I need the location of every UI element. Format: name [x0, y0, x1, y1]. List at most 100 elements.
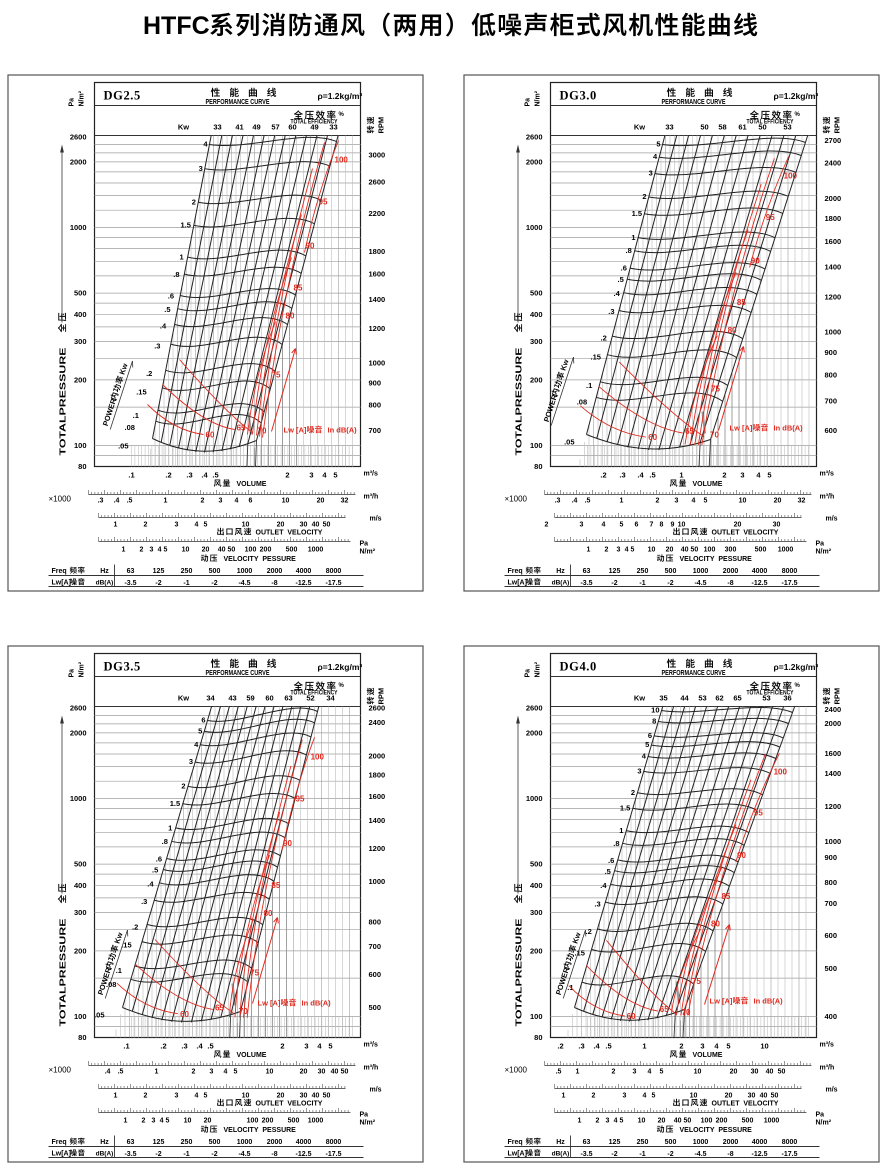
svg-text:%: %: [339, 112, 345, 118]
svg-text:-17.5: -17.5: [782, 1151, 798, 1158]
svg-text:500: 500: [665, 568, 677, 575]
svg-text:125: 125: [153, 1139, 165, 1146]
svg-text:41: 41: [235, 123, 243, 132]
svg-text:Kw: Kw: [559, 358, 571, 372]
svg-text:60: 60: [180, 1010, 189, 1019]
svg-text:2: 2: [140, 547, 144, 554]
svg-text:In dB(A): In dB(A): [774, 424, 804, 433]
svg-text:2: 2: [144, 522, 148, 529]
svg-text:.8: .8: [613, 839, 619, 848]
svg-text:1: 1: [562, 1093, 566, 1100]
svg-text:100: 100: [247, 1118, 259, 1125]
svg-text:.3: .3: [186, 471, 192, 480]
svg-text:.08: .08: [577, 398, 587, 407]
svg-text:2000: 2000: [723, 568, 739, 575]
svg-text:70: 70: [682, 1008, 691, 1017]
svg-text:2000: 2000: [526, 728, 543, 737]
svg-text:.3: .3: [578, 1042, 584, 1051]
svg-text:3: 3: [210, 1069, 214, 1076]
svg-text:90: 90: [283, 839, 292, 848]
svg-text:2: 2: [280, 1042, 284, 1051]
svg-text:-2: -2: [667, 580, 673, 587]
svg-text:-3.5: -3.5: [580, 580, 592, 587]
svg-text:1400: 1400: [825, 263, 842, 272]
svg-text:1600: 1600: [825, 749, 842, 758]
svg-text:80: 80: [78, 462, 86, 471]
svg-text:10: 10: [739, 498, 747, 505]
svg-text:6: 6: [201, 716, 205, 725]
svg-text:VOLUME: VOLUME: [693, 481, 723, 488]
svg-text:80: 80: [711, 919, 720, 928]
svg-text:TOTALPRESSURE: TOTALPRESSURE: [514, 347, 524, 455]
svg-text:59: 59: [246, 694, 254, 703]
svg-text:900: 900: [369, 378, 382, 387]
svg-text:8000: 8000: [782, 1139, 798, 1146]
svg-text:VELOCITY PESSURE: VELOCITY PESSURE: [680, 556, 753, 563]
svg-text:800: 800: [825, 878, 838, 887]
svg-text:5: 5: [234, 1069, 238, 1076]
svg-text:95: 95: [766, 213, 775, 222]
svg-text:.05: .05: [94, 1011, 104, 1020]
svg-text:-8: -8: [727, 580, 733, 587]
svg-text:OUTLET VELOCITY: OUTLET VELOCITY: [256, 530, 323, 537]
svg-text:-17.5: -17.5: [326, 1151, 342, 1158]
svg-text:4000: 4000: [296, 568, 312, 575]
svg-text:2: 2: [612, 1069, 616, 1076]
svg-text:1: 1: [679, 471, 683, 480]
svg-text:.5: .5: [617, 275, 623, 284]
svg-text:60: 60: [627, 1012, 636, 1021]
svg-text:-2: -2: [155, 580, 161, 587]
svg-text:250: 250: [637, 568, 649, 575]
svg-text:3: 3: [580, 522, 584, 529]
svg-text:N/m²: N/m²: [816, 1120, 832, 1127]
svg-text:2000: 2000: [825, 719, 842, 728]
svg-text:.2: .2: [557, 1042, 563, 1051]
svg-text:8000: 8000: [326, 568, 342, 575]
svg-text:3: 3: [675, 498, 679, 505]
svg-text:4: 4: [224, 1069, 228, 1076]
svg-text:5: 5: [204, 1093, 208, 1100]
svg-text:700: 700: [369, 942, 382, 951]
svg-text:200: 200: [262, 1118, 274, 1125]
svg-text:.6: .6: [156, 854, 162, 863]
svg-text:Hz: Hz: [100, 568, 109, 575]
svg-text:1000: 1000: [308, 1118, 324, 1125]
svg-text:.2: .2: [600, 471, 606, 480]
svg-text:2: 2: [201, 498, 205, 505]
svg-text:32: 32: [341, 498, 349, 505]
svg-text:20: 20: [277, 522, 285, 529]
svg-text:-8: -8: [727, 1151, 733, 1158]
svg-text:500: 500: [825, 964, 838, 973]
svg-text:65: 65: [660, 1005, 669, 1014]
svg-text:35: 35: [659, 694, 667, 703]
svg-text:50: 50: [323, 522, 331, 529]
svg-text:200: 200: [530, 946, 543, 955]
svg-text:34: 34: [206, 694, 215, 703]
svg-text:1: 1: [155, 1069, 159, 1076]
svg-text:500: 500: [369, 1003, 382, 1012]
svg-text:.4: .4: [637, 471, 644, 480]
svg-text:6: 6: [635, 522, 639, 529]
svg-text:1200: 1200: [369, 844, 386, 853]
svg-text:3: 3: [309, 471, 313, 480]
svg-text:×1000: ×1000: [49, 1066, 72, 1075]
svg-text:ρ=1.2kg/m³: ρ=1.2kg/m³: [318, 662, 363, 672]
svg-text:%: %: [795, 683, 801, 689]
svg-text:4 5: 4 5: [614, 1118, 624, 1125]
svg-text:2000: 2000: [369, 751, 386, 760]
svg-text:Kw: Kw: [571, 931, 583, 945]
svg-text:DG2.5: DG2.5: [104, 89, 141, 103]
svg-text:.3: .3: [141, 897, 147, 906]
svg-text:2: 2: [605, 547, 609, 554]
svg-text:dB(A): dB(A): [96, 1151, 114, 1158]
svg-text:4: 4: [235, 498, 239, 505]
svg-text:1: 1: [576, 1069, 580, 1076]
svg-text:Freq: Freq: [508, 568, 523, 575]
svg-text:63: 63: [127, 568, 135, 575]
svg-text:53: 53: [698, 694, 706, 703]
svg-text:2600: 2600: [526, 704, 543, 713]
svg-text:33: 33: [329, 123, 337, 132]
svg-text:53: 53: [783, 123, 791, 132]
svg-text:.8: .8: [162, 837, 168, 846]
svg-text:m/s: m/s: [370, 1087, 382, 1094]
